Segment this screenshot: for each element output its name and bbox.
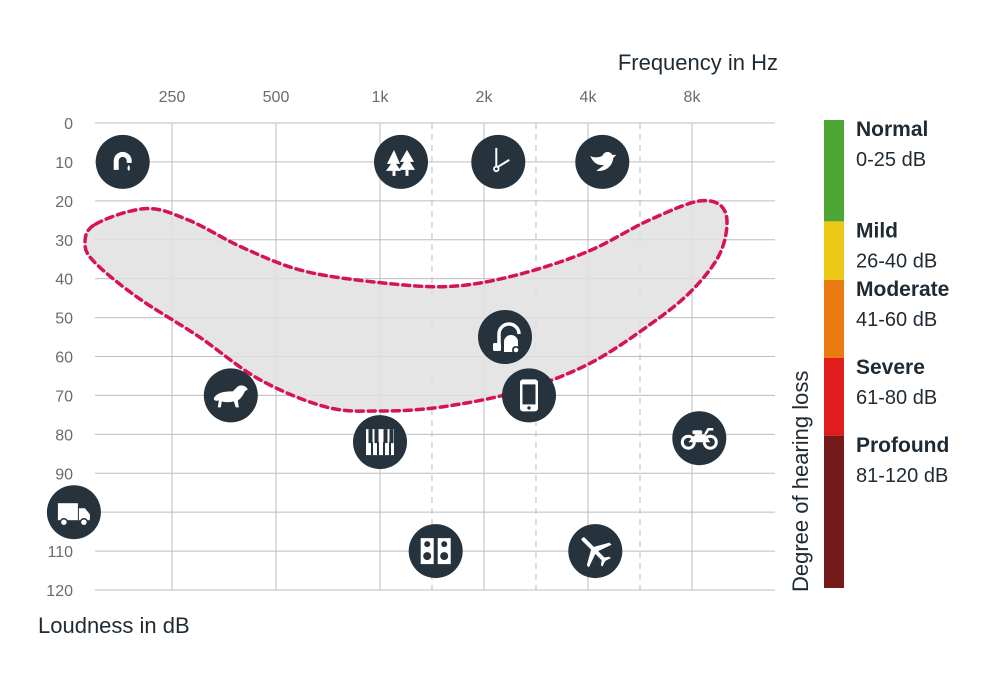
severity-name: Profound bbox=[856, 434, 949, 457]
severity-name: Moderate bbox=[856, 278, 949, 301]
y-tick-label: 20 bbox=[55, 194, 73, 211]
y-tick-label: 50 bbox=[55, 311, 73, 328]
y-tick-label: 10 bbox=[55, 155, 73, 172]
x-tick-label: 500 bbox=[263, 89, 290, 106]
x-tick-label: 4k bbox=[580, 89, 598, 106]
severity-range: 0-25 dB bbox=[856, 149, 926, 171]
y-tick-label: 70 bbox=[55, 388, 73, 405]
severity-name: Mild bbox=[856, 219, 898, 242]
y-axis-title: Loudness in dB bbox=[38, 613, 190, 638]
x-tick-label: 2k bbox=[476, 89, 494, 106]
y-tick-label: 30 bbox=[55, 233, 73, 250]
y-tick-label: 90 bbox=[55, 466, 73, 483]
severity-range: 81-120 dB bbox=[856, 465, 948, 487]
legend-title: Degree of hearing loss bbox=[788, 371, 813, 592]
severity-range: 26-40 dB bbox=[856, 250, 937, 272]
dog-bark-icon bbox=[203, 368, 258, 423]
x-tick-label: 1k bbox=[372, 89, 390, 106]
severity-segment-normal bbox=[824, 120, 844, 222]
x-tick-labels: 250 500 1k 2k 4k 8k bbox=[159, 89, 702, 106]
severity-range: 61-80 dB bbox=[856, 387, 937, 409]
airplane-icon bbox=[568, 524, 623, 579]
severity-name: Severe bbox=[856, 356, 925, 379]
y-tick-label: 60 bbox=[55, 350, 73, 367]
y-tick-label: 0 bbox=[64, 116, 73, 133]
clock-ticking-icon bbox=[471, 134, 526, 189]
sound-points bbox=[46, 134, 727, 579]
severity-segment-severe bbox=[824, 357, 844, 436]
y-tick-label: 120 bbox=[46, 583, 73, 600]
severity-segment-mild bbox=[824, 221, 844, 280]
y-tick-label: 40 bbox=[55, 272, 73, 289]
x-tick-label: 250 bbox=[159, 89, 186, 106]
truck-icon bbox=[46, 485, 101, 540]
severity-segment-profound bbox=[824, 435, 844, 588]
y-tick-label: 80 bbox=[55, 427, 73, 444]
speech-banana-area bbox=[83, 198, 729, 413]
rustling-leaves-icon bbox=[374, 134, 428, 189]
vacuum-cleaner-icon bbox=[478, 310, 532, 364]
loudspeaker-icon bbox=[408, 524, 463, 579]
severity-legend: Normal 0-25 dB Mild 26-40 dB Moderate 41-60 d… bbox=[824, 118, 949, 588]
y-tick-label: 110 bbox=[47, 544, 73, 561]
x-tick-label: 8k bbox=[684, 89, 702, 106]
bird-icon bbox=[575, 134, 630, 189]
mobile-phone-icon bbox=[502, 368, 556, 423]
motorcycle-icon bbox=[672, 411, 727, 466]
x-axis-title: Frequency in Hz bbox=[618, 50, 778, 75]
faucet-drip-icon bbox=[95, 134, 150, 189]
severity-range: 41-60 dB bbox=[856, 309, 937, 331]
piano-icon bbox=[353, 415, 407, 470]
speech-banana bbox=[83, 198, 729, 413]
severity-name: Normal bbox=[856, 118, 928, 141]
severity-segment-moderate bbox=[824, 279, 844, 358]
